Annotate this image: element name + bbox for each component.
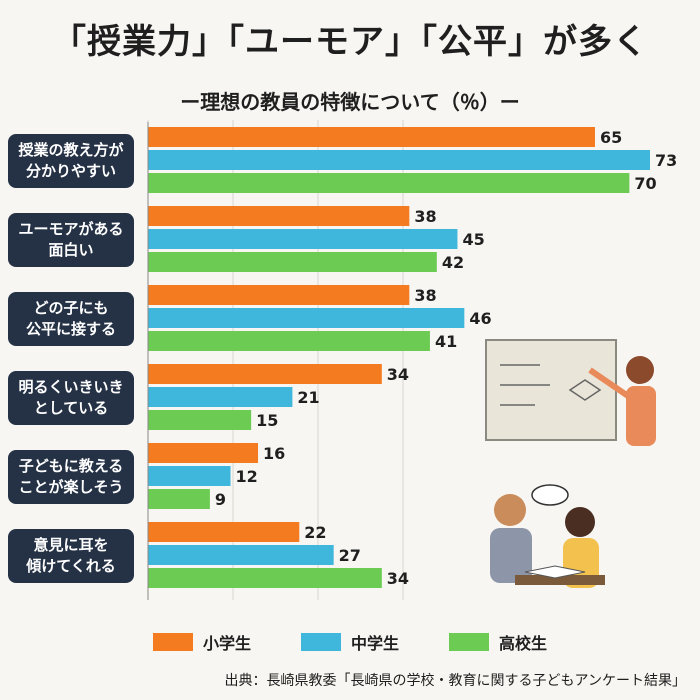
bar-value-label: 38	[414, 207, 436, 226]
category-label: ユーモアがある 面白い	[8, 213, 134, 267]
legend-swatch	[300, 633, 341, 651]
teacher-illustration	[485, 339, 656, 446]
source-note: 出典：長崎県教委「長崎県の学校・教育に関する子どもアンケート結果」	[224, 673, 686, 689]
bar-value-label: 45	[462, 230, 484, 249]
bar	[148, 387, 293, 407]
category-label-line2: 分かりやすい	[25, 162, 116, 180]
bar	[148, 489, 210, 509]
bar-value-label: 34	[387, 365, 409, 384]
bar-value-label: 15	[256, 411, 278, 430]
bar	[148, 545, 334, 565]
category-label-line2: 面白い	[48, 241, 94, 259]
category-label-line1: 子どもに教える	[18, 457, 124, 475]
bar-value-label: 41	[435, 332, 457, 351]
bar	[148, 173, 630, 193]
category-label-line2: としている	[33, 399, 109, 417]
bar	[148, 127, 595, 147]
bar-value-label: 34	[387, 569, 409, 588]
bar	[148, 466, 231, 486]
bar	[148, 410, 252, 430]
bar-value-label: 38	[414, 286, 436, 305]
legend-label: 小学生	[202, 634, 251, 653]
category-label: どの子にも公平に接する	[8, 292, 134, 346]
bar-value-label: 27	[339, 546, 361, 565]
bar	[148, 285, 410, 305]
category-label: 意見に耳を傾けてくれる	[8, 529, 134, 583]
category-label-line2: 公平に接する	[25, 320, 116, 338]
bar-value-label: 65	[600, 128, 622, 147]
category-label-line1: 授業の教え方が	[18, 141, 124, 159]
category-label-line1: 明るくいきいき	[18, 378, 124, 396]
category-label: 授業の教え方が 分かりやすい	[8, 134, 134, 188]
bar	[148, 229, 458, 249]
bar-value-label: 70	[634, 174, 656, 193]
category-label-line1: ユーモアがある	[18, 220, 124, 238]
legend-swatch	[449, 633, 489, 651]
chart-title: 「授業力」「ユーモア」「公平」が多く	[52, 22, 648, 62]
bar	[148, 443, 259, 463]
legend-item-junior: 中学生	[300, 630, 399, 654]
bar	[148, 206, 410, 226]
legend-item-elementary: 小学生	[152, 630, 251, 654]
bar-value-label: 46	[469, 309, 491, 328]
category-label: 子どもに教える ことが楽しそう	[8, 450, 134, 504]
bar-value-label: 42	[442, 253, 464, 272]
category-label-line1: 意見に耳を	[33, 536, 109, 554]
bar-value-label: 12	[236, 467, 258, 486]
bar	[148, 522, 300, 542]
bar	[148, 364, 382, 384]
bar	[148, 568, 382, 588]
legend: 小学生 中学生 高校生	[0, 630, 700, 654]
bar	[148, 252, 437, 272]
students-illustration	[490, 484, 605, 588]
legend-item-high: 高校生	[449, 630, 547, 654]
chart-subtitle: ー理想の教員の特徴について（％）ー	[180, 90, 520, 114]
bar-value-label: 73	[655, 151, 677, 170]
bar	[148, 331, 430, 351]
category-label-line2: 傾けてくれる	[26, 557, 116, 575]
legend-swatch	[152, 633, 193, 651]
bar-chart: 65 73 70 38 45 42 38 46 41 34 21 15 16 12 9 22 27 34	[147, 120, 677, 600]
bar-value-label: 9	[215, 490, 226, 509]
bar	[148, 150, 650, 170]
category-label: 明るくいきいき としている	[8, 371, 134, 425]
bar-value-label: 22	[304, 523, 326, 542]
bar-value-label: 16	[263, 444, 285, 463]
legend-label: 中学生	[350, 634, 399, 653]
bar	[148, 308, 465, 328]
category-label-line1: どの子にも	[33, 299, 109, 317]
legend-label: 高校生	[499, 634, 548, 653]
category-label-line2: ことが楽しそう	[18, 478, 124, 496]
bar-value-label: 21	[297, 388, 319, 407]
